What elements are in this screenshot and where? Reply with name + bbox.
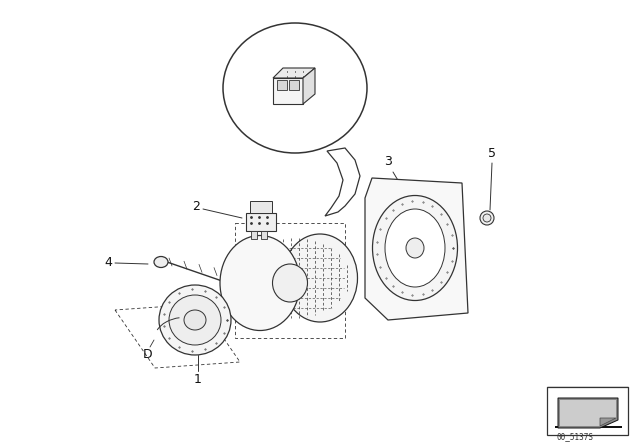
Text: 00_5137S: 00_5137S — [557, 432, 593, 441]
Ellipse shape — [282, 234, 358, 322]
Bar — [547, 387, 628, 435]
Ellipse shape — [273, 264, 307, 302]
Polygon shape — [560, 400, 616, 426]
Text: 2: 2 — [192, 201, 200, 214]
Polygon shape — [555, 426, 622, 428]
Ellipse shape — [220, 236, 300, 331]
Polygon shape — [325, 148, 360, 216]
Bar — [246, 213, 276, 231]
Bar — [261, 231, 267, 239]
Polygon shape — [558, 398, 618, 428]
Ellipse shape — [184, 310, 206, 330]
Ellipse shape — [154, 257, 168, 267]
Text: 4: 4 — [104, 257, 112, 270]
Ellipse shape — [223, 23, 367, 153]
Bar — [277, 80, 287, 90]
Polygon shape — [273, 68, 315, 78]
Polygon shape — [303, 68, 315, 104]
Bar — [250, 201, 272, 213]
Text: 3: 3 — [384, 155, 392, 168]
Ellipse shape — [169, 295, 221, 345]
Ellipse shape — [159, 285, 231, 355]
Ellipse shape — [406, 238, 424, 258]
Text: 1: 1 — [194, 373, 202, 386]
Ellipse shape — [385, 209, 445, 287]
Polygon shape — [600, 418, 616, 426]
Ellipse shape — [483, 214, 491, 222]
Bar — [289, 80, 299, 90]
Text: 5: 5 — [488, 147, 496, 160]
Text: D: D — [143, 348, 153, 361]
Polygon shape — [273, 78, 303, 104]
Polygon shape — [365, 178, 468, 320]
Ellipse shape — [372, 195, 458, 301]
Bar — [251, 231, 257, 239]
Ellipse shape — [480, 211, 494, 225]
